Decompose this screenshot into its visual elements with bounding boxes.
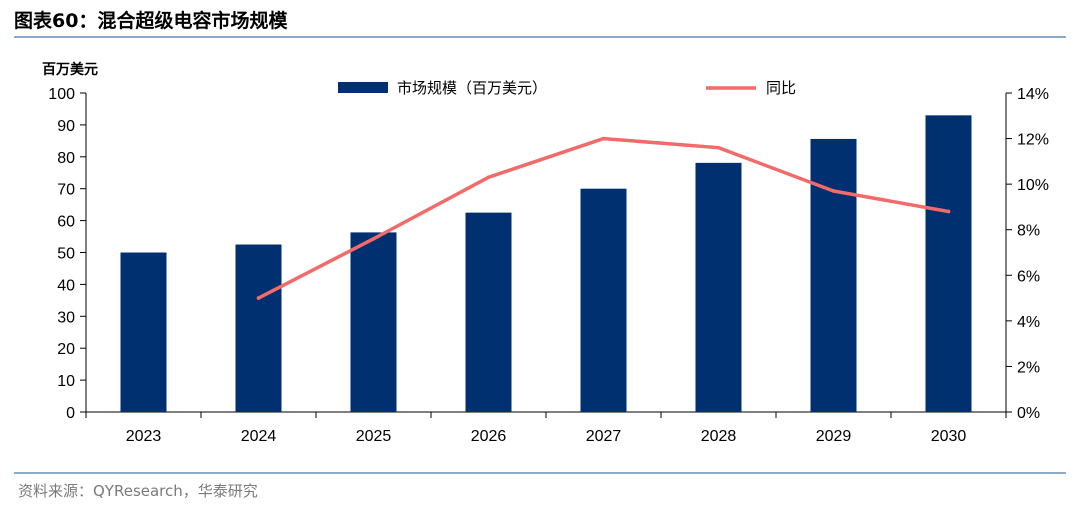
- right-y-tick-label: 10%: [1017, 177, 1049, 194]
- source-note: 资料来源：QYResearch，华泰研究: [18, 482, 258, 500]
- left-y-tick-label: 100: [48, 86, 75, 103]
- bar: [810, 138, 857, 412]
- left-y-axis-unit: 百万美元: [42, 61, 98, 78]
- right-y-tick-label: 6%: [1017, 268, 1040, 285]
- line-point: [946, 209, 951, 214]
- bar: [120, 252, 167, 412]
- x-tick-label: 2024: [241, 428, 277, 445]
- right-y-tick-label: 4%: [1017, 314, 1040, 331]
- x-tick-label: 2026: [471, 428, 507, 445]
- right-y-tick-label: 14%: [1017, 86, 1049, 103]
- bar-series: [120, 115, 972, 412]
- right-y-tick-label: 8%: [1017, 223, 1040, 240]
- line-point: [486, 175, 491, 180]
- x-tick-label: 2029: [816, 428, 852, 445]
- bar: [580, 188, 627, 412]
- right-y-tick-label: 12%: [1017, 132, 1049, 149]
- left-y-tick-label: 0: [66, 405, 75, 422]
- x-tick-label: 2023: [126, 428, 162, 445]
- left-y-tick-label: 60: [57, 214, 75, 231]
- line-series: [256, 136, 951, 300]
- left-y-tick-label: 70: [57, 182, 75, 199]
- legend-line-label: 同比: [766, 79, 796, 97]
- chart-title: 混合超级电容市场规模: [97, 10, 288, 32]
- bar: [235, 244, 282, 412]
- title-separator: ：: [78, 10, 98, 32]
- bar: [925, 115, 972, 412]
- right-y-tick-label: 0%: [1017, 405, 1040, 422]
- x-tick-label: 2027: [586, 428, 622, 445]
- chart-canvas: 0102030405060708090100百万美元0%2%4%6%8%10%1…: [42, 61, 1049, 445]
- legend-bar-swatch: [338, 82, 388, 93]
- left-y-tick-label: 40: [57, 277, 75, 294]
- left-y-tick-label: 10: [57, 373, 75, 390]
- figure-label: 图表60: [14, 10, 79, 32]
- left-y-tick-label: 80: [57, 150, 75, 167]
- line-point: [601, 136, 606, 141]
- line-point: [371, 237, 376, 241]
- line-point: [256, 296, 261, 300]
- left-y-tick-label: 50: [57, 246, 75, 263]
- top-divider: [14, 36, 1066, 38]
- figure-title: 图表60：混合超级电容市场规模: [14, 6, 287, 33]
- x-tick-label: 2025: [356, 428, 392, 445]
- legend-bar-label: 市场规模（百万美元）: [397, 79, 547, 97]
- x-tick-label: 2030: [931, 428, 967, 445]
- line-point: [716, 145, 721, 150]
- x-tick-label: 2028: [701, 428, 737, 445]
- line-point: [831, 189, 836, 193]
- bar: [695, 162, 742, 412]
- bar: [465, 212, 512, 412]
- bar: [350, 232, 397, 412]
- left-y-tick-label: 20: [57, 341, 75, 358]
- bottom-divider: [14, 472, 1066, 474]
- legend: 市场规模（百万美元） 同比: [338, 79, 796, 97]
- left-y-tick-label: 90: [57, 118, 75, 135]
- right-y-tick-label: 2%: [1017, 359, 1040, 376]
- axes: 0102030405060708090100百万美元0%2%4%6%8%10%1…: [42, 61, 1049, 445]
- left-y-tick-label: 30: [57, 309, 75, 326]
